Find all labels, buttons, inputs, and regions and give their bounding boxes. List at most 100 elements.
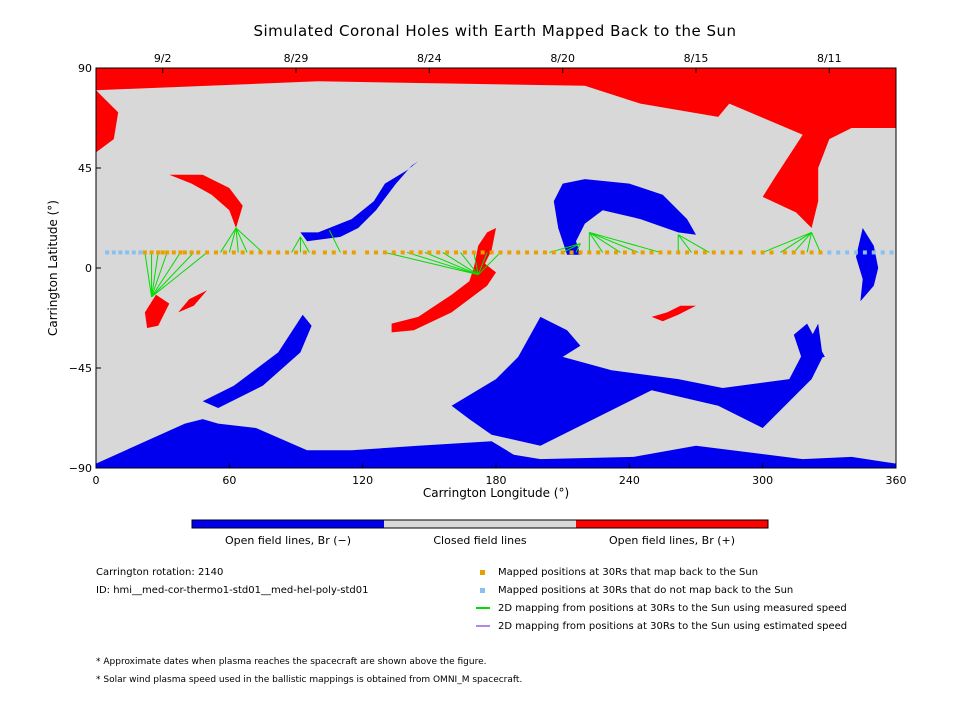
mapped-point bbox=[214, 250, 218, 255]
coronal-hole-positive-9 bbox=[169, 174, 243, 228]
measured-mapping-line bbox=[677, 234, 692, 253]
top-date-label: 8/15 bbox=[684, 52, 709, 65]
mapped-point bbox=[331, 250, 336, 255]
mapped-point bbox=[196, 250, 201, 255]
mapped-point bbox=[551, 250, 556, 255]
measured-mapping-line bbox=[588, 232, 604, 253]
y-tick-label: 90 bbox=[78, 62, 92, 75]
legend-swatch-estimated bbox=[476, 625, 490, 627]
mapped-point bbox=[587, 250, 592, 255]
mapped-point bbox=[516, 250, 521, 255]
mapped-point bbox=[751, 250, 756, 255]
coronal-hole-negative-5 bbox=[300, 161, 419, 242]
mapped-point bbox=[165, 250, 170, 255]
coronal-hole-positive-13 bbox=[651, 305, 696, 322]
coronal-hole-negative-8 bbox=[856, 228, 879, 302]
model-id: ID: hmi__med-cor-thermo1-std01__med-hel-… bbox=[96, 585, 369, 596]
unmapped-point bbox=[138, 250, 143, 255]
mapped-point bbox=[507, 250, 512, 255]
measured-mapping-line bbox=[151, 252, 208, 298]
legend-label-measured: 2D mapping from positions at 30Rs to the… bbox=[498, 603, 847, 614]
mapped-point bbox=[667, 250, 672, 255]
measured-mapping-line bbox=[793, 232, 812, 253]
mapped-point bbox=[622, 250, 627, 255]
legend-swatch-mapped bbox=[480, 570, 485, 575]
coronal-hole-negative-6 bbox=[553, 179, 696, 255]
measured-mapping-line bbox=[424, 251, 479, 276]
unmapped-point bbox=[862, 250, 867, 255]
mapped-point bbox=[631, 250, 636, 255]
axes: 0 60 120 180 240 300 360 −90 −45 0 45 90 9/2 8/29 8/24… bbox=[69, 52, 907, 487]
x-tick-label: 300 bbox=[752, 474, 773, 487]
legend-label-estimated: 2D mapping from positions at 30Rs to the… bbox=[498, 621, 848, 632]
measured-mapping-line bbox=[144, 252, 153, 297]
measured-mapping-line bbox=[562, 243, 581, 253]
mapped-point bbox=[149, 250, 154, 255]
measured-mapping-line bbox=[228, 227, 237, 253]
coronal-hole-positive-11 bbox=[178, 290, 208, 313]
mapped-point bbox=[569, 250, 574, 255]
mapped-point bbox=[534, 250, 538, 255]
mapped-point bbox=[542, 250, 547, 255]
y-tick-label: 45 bbox=[78, 162, 92, 175]
measured-mapping-line bbox=[328, 229, 341, 253]
mapped-point bbox=[640, 250, 645, 255]
measured-mapping-line bbox=[780, 232, 812, 253]
mapped-point bbox=[445, 250, 450, 255]
unmapped-point bbox=[836, 250, 841, 255]
unmapped-point bbox=[131, 250, 136, 255]
mapped-point bbox=[560, 250, 565, 255]
mapped-point bbox=[436, 250, 441, 255]
top-date-label: 8/20 bbox=[550, 52, 575, 65]
mapped-point bbox=[702, 250, 707, 255]
coronal-hole-negative-4 bbox=[202, 314, 312, 408]
mapped-point bbox=[782, 250, 787, 255]
mapped-point bbox=[267, 250, 272, 255]
mapped-point bbox=[676, 250, 681, 255]
x-tick-label: 240 bbox=[619, 474, 640, 487]
measured-mapping-line bbox=[473, 252, 479, 275]
mapped-point bbox=[658, 250, 663, 255]
measured-mapping-line bbox=[477, 252, 501, 276]
measured-mapping-line bbox=[151, 252, 195, 298]
mapped-point bbox=[391, 250, 396, 255]
measured-mapping-line bbox=[151, 252, 159, 297]
unmapped-point bbox=[125, 250, 130, 255]
mapped-point bbox=[454, 250, 458, 255]
mapped-point bbox=[614, 250, 618, 255]
colorbar bbox=[191, 519, 769, 529]
mapped-point bbox=[382, 250, 387, 255]
top-date-label: 8/29 bbox=[284, 52, 309, 65]
measured-mapping-line bbox=[460, 252, 479, 275]
legend-label-mapped: Mapped positions at 30Rs that map back t… bbox=[498, 567, 759, 578]
measured-mapping-line bbox=[762, 231, 812, 253]
coronal-hole-positive-12 bbox=[391, 228, 496, 333]
colorbar-label-positive: Open field lines, Br (+) bbox=[608, 534, 736, 547]
unmapped-point bbox=[880, 250, 885, 255]
footnote-omni: * Solar wind plasma speed used in the ba… bbox=[96, 675, 523, 685]
mapped-point bbox=[182, 250, 187, 255]
mapped-point bbox=[156, 250, 161, 255]
mapped-point bbox=[711, 250, 716, 255]
unmapped-point bbox=[854, 250, 858, 255]
measured-mapping-line bbox=[220, 227, 237, 253]
mapped-point bbox=[351, 250, 356, 255]
mapped-point bbox=[205, 250, 210, 255]
measured-mapping-line bbox=[811, 232, 821, 253]
top-date-label: 8/11 bbox=[817, 52, 842, 65]
colorbar-frame bbox=[191, 519, 769, 529]
mapped-point bbox=[525, 250, 530, 255]
colorbar-negative bbox=[192, 520, 384, 528]
measured-mapping-line bbox=[151, 252, 181, 298]
mapped-point bbox=[222, 250, 227, 255]
mapped-point bbox=[480, 250, 485, 255]
unmapped-point bbox=[118, 250, 123, 255]
mapped-point bbox=[322, 250, 327, 255]
mapped-point bbox=[418, 250, 423, 255]
measured-mapping-line bbox=[151, 252, 168, 298]
x-tick-label: 60 bbox=[222, 474, 236, 487]
colorbar-closed bbox=[384, 520, 576, 528]
coronal-hole-negative-7 bbox=[793, 323, 825, 362]
unmapped-point bbox=[845, 250, 850, 255]
